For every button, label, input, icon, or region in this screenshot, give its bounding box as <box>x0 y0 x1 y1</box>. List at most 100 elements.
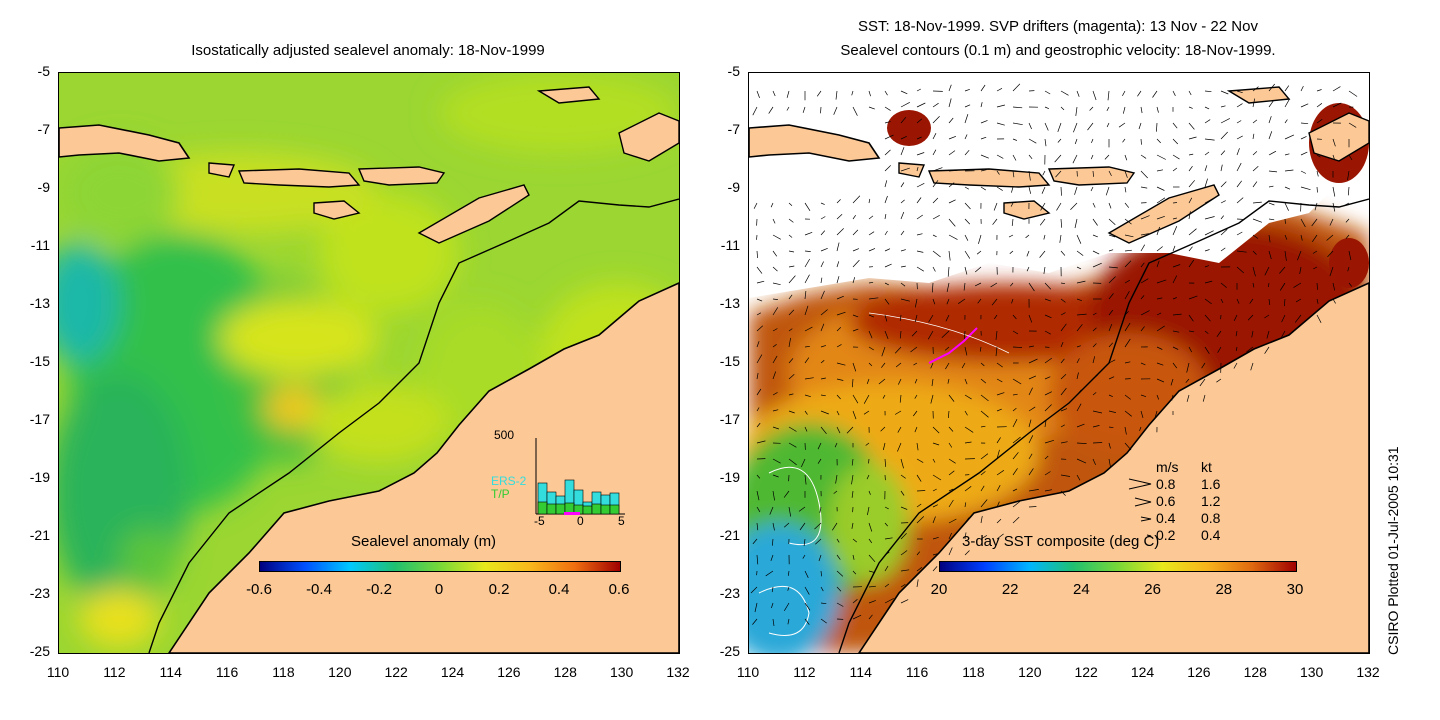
velocity-arrow <box>932 516 936 524</box>
colorbar-tick-label: 30 <box>1286 581 1304 598</box>
velocity-arrow <box>1329 266 1334 277</box>
velocity-arrow <box>786 106 790 111</box>
velocity-arrow <box>1039 218 1046 226</box>
velocity-arrow <box>1268 185 1274 188</box>
velocity-arrow <box>900 474 906 479</box>
velocity-arrow <box>884 314 888 322</box>
velocity-arrow <box>1122 106 1126 114</box>
velocity-arrow <box>1075 106 1078 116</box>
velocity-arrow <box>978 234 982 244</box>
velocity-arrow <box>996 104 1005 108</box>
velocity-arrow <box>770 554 774 562</box>
velocity-arrow <box>868 314 875 318</box>
velocity-arrow <box>1076 250 1084 256</box>
velocity-arrow <box>756 440 766 444</box>
velocity-arrow <box>1060 341 1064 348</box>
velocity-arrow <box>916 490 926 492</box>
velocity-arrow <box>765 570 774 577</box>
velocity-arrow <box>947 410 950 419</box>
velocity-arrow <box>1220 282 1227 288</box>
velocity-arrow <box>1028 282 1035 292</box>
velocity-arrow <box>752 618 758 625</box>
velocity-arrow <box>1156 106 1159 113</box>
velocity-arrow <box>884 165 891 172</box>
velocity-arrow <box>1327 250 1334 258</box>
velocity-arrow <box>1172 346 1179 350</box>
velocity-arrow <box>768 106 774 114</box>
velocity-arrow <box>1220 228 1228 236</box>
velocity-arrow <box>1012 468 1018 476</box>
velocity-arrow <box>1188 165 1193 172</box>
velocity-arrow <box>996 362 1003 368</box>
velocity-arrow <box>1172 297 1177 300</box>
velocity-arrow <box>1266 330 1270 339</box>
velocity-arrow <box>851 474 854 485</box>
velocity-arrow <box>868 570 875 573</box>
velocity-arrow <box>900 90 908 95</box>
velocity-arrow <box>1140 310 1150 316</box>
velocity-arrow <box>1156 226 1160 236</box>
velocity-arrow <box>1090 186 1094 192</box>
velocity-key-kt-3: 0.4 <box>1201 527 1221 543</box>
velocity-arrow <box>1236 120 1242 124</box>
y-tick-label: -11 <box>30 237 50 253</box>
velocity-arrow <box>1204 197 1214 204</box>
velocity-arrow <box>1156 312 1162 316</box>
velocity-arrow <box>771 586 774 593</box>
velocity-arrow <box>1220 215 1224 220</box>
y-tick-label: -19 <box>719 469 740 485</box>
velocity-arrow <box>1044 122 1049 131</box>
velocity-arrow <box>916 233 923 236</box>
velocity-arrow <box>900 167 910 172</box>
velocity-arrow <box>1284 153 1290 156</box>
velocity-arrow <box>932 504 938 508</box>
velocity-arrow <box>863 410 870 415</box>
velocity-arrow <box>996 170 1000 175</box>
velocity-arrow <box>1252 218 1263 223</box>
velocity-arrow <box>1124 202 1130 208</box>
velocity-arrow <box>1252 98 1256 108</box>
velocity-arrow <box>1076 266 1082 270</box>
velocity-arrow <box>932 458 936 463</box>
velocity-arrow <box>788 393 794 396</box>
velocity-arrow <box>852 248 860 252</box>
velocity-arrow <box>1044 489 1053 492</box>
velocity-arrow <box>836 570 844 577</box>
velocity-arrow <box>772 522 775 531</box>
velocity-arrow <box>817 442 822 450</box>
velocity-arrow <box>1044 419 1047 428</box>
velocity-arrow <box>1092 442 1103 444</box>
velocity-arrow <box>932 149 937 156</box>
velocity-arrow <box>900 569 910 572</box>
velocity-arrow <box>1118 122 1126 128</box>
velocity-arrow <box>1108 410 1116 413</box>
velocity-arrow <box>1204 119 1211 124</box>
anomaly-field <box>59 73 679 653</box>
velocity-arrow <box>836 311 846 316</box>
velocity-arrow <box>1104 154 1110 160</box>
velocity-arrow <box>772 371 777 380</box>
velocity-arrow <box>1236 148 1240 156</box>
velocity-arrow <box>1284 169 1294 172</box>
velocity-key-kt-0: 1.6 <box>1201 476 1221 492</box>
right-panel-title-line2: Sealevel contours (0.1 m) and geostrophi… <box>840 42 1276 59</box>
velocity-arrow <box>1220 247 1226 252</box>
velocity-arrow <box>1284 134 1295 140</box>
velocity-arrow <box>756 280 765 284</box>
velocity-arrow <box>1060 424 1065 428</box>
velocity-arrow <box>1268 250 1272 260</box>
velocity-arrow <box>1294 314 1302 323</box>
velocity-arrow <box>868 297 879 300</box>
x-tick-label: 124 <box>1130 664 1155 680</box>
velocity-arrow <box>1283 298 1286 307</box>
velocity-arrow <box>1316 89 1322 92</box>
velocity-arrow <box>1076 474 1081 481</box>
velocity-arrow <box>884 565 889 572</box>
velocity-arrow <box>788 458 797 466</box>
velocity-arrow <box>900 101 910 108</box>
y-tick-label: -9 <box>727 179 740 195</box>
velocity-arrow <box>820 377 826 380</box>
velocity-arrow <box>772 90 776 97</box>
velocity-arrow <box>1044 439 1055 444</box>
velocity-arrow <box>1156 297 1163 300</box>
